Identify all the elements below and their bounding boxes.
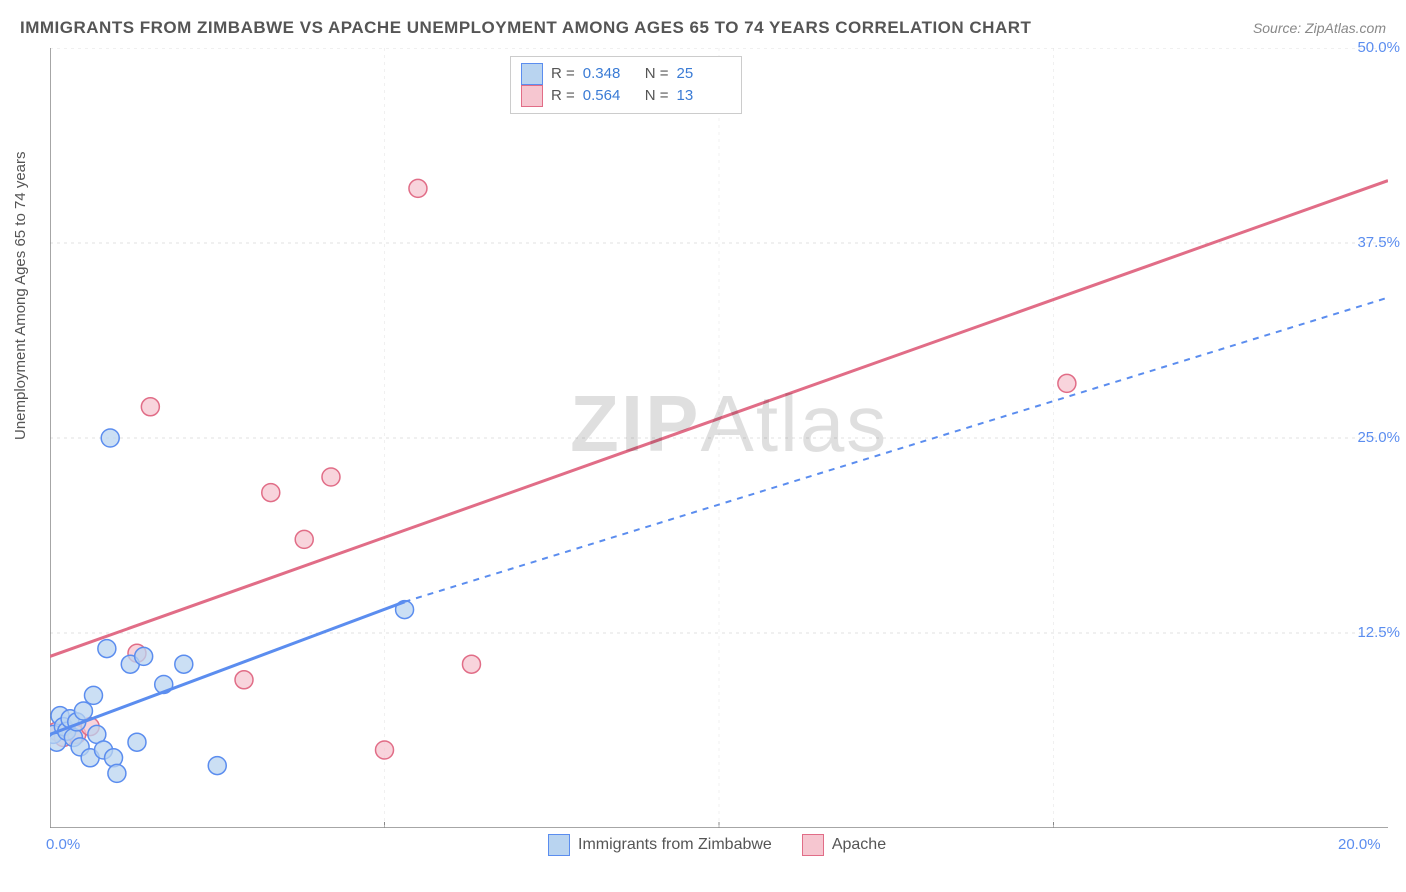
legend-n-label: N =	[645, 63, 669, 85]
y-tick-label: 25.0%	[1357, 429, 1400, 446]
source-label: Source: ZipAtlas.com	[1253, 20, 1386, 36]
chart-title: IMMIGRANTS FROM ZIMBABWE VS APACHE UNEMP…	[20, 18, 1031, 38]
legend-n-value: 25	[677, 63, 731, 85]
legend-r-label: R =	[551, 85, 575, 107]
y-tick-label: 12.5%	[1357, 624, 1400, 641]
legend-series-label: Apache	[832, 836, 886, 854]
legend-swatch	[521, 63, 543, 85]
legend-swatch	[802, 834, 824, 856]
legend-series-label: Immigrants from Zimbabwe	[578, 836, 772, 854]
legend-r-label: R =	[551, 63, 575, 85]
y-tick-label: 50.0%	[1357, 39, 1400, 56]
legend-item: Apache	[802, 834, 886, 856]
legend-r-value: 0.564	[583, 85, 637, 107]
scatter-plot: R =0.348N =25R =0.564N =13 ZIPAtlas	[50, 48, 1388, 828]
legend-n-value: 13	[677, 85, 731, 107]
x-tick-label: 20.0%	[1338, 836, 1381, 853]
correlation-legend: R = 0.348 N = 25 R = 0.564 N = 13	[510, 56, 742, 114]
x-tick-label: 0.0%	[46, 836, 80, 853]
legend-r-value: 0.348	[583, 63, 637, 85]
y-tick-label: 37.5%	[1357, 234, 1400, 251]
y-axis-label: Unemployment Among Ages 65 to 74 years	[12, 151, 29, 440]
series-legend: Immigrants from Zimbabwe Apache	[548, 834, 886, 856]
legend-item: Immigrants from Zimbabwe	[548, 834, 772, 856]
legend-swatch	[548, 834, 570, 856]
legend-n-label: N =	[645, 85, 669, 107]
legend-swatch	[521, 85, 543, 107]
